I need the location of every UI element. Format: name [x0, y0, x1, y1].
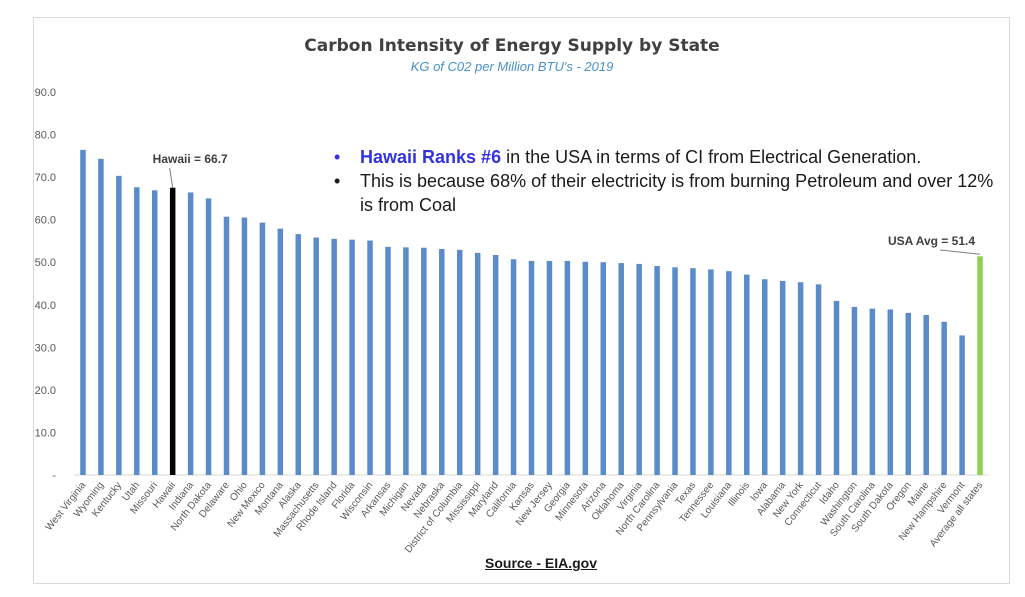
y-tick-label: 60.0 — [35, 215, 56, 227]
y-tick-label: 80.0 — [35, 130, 56, 142]
callout-label: USA Avg = 51.4 — [888, 234, 975, 248]
annotations: Hawaii = 66.7 USA Avg = 51.4 — [153, 152, 981, 255]
bar — [815, 284, 822, 475]
bar — [618, 263, 624, 475]
bar — [241, 217, 248, 476]
note-text-2: This is because 68% of their electricity… — [360, 171, 994, 215]
bar — [116, 175, 122, 475]
y-tick-label: 30.0 — [35, 342, 56, 354]
bar — [582, 261, 589, 475]
bar — [977, 256, 983, 475]
bar — [636, 263, 642, 475]
bar — [98, 158, 104, 475]
bar — [672, 267, 678, 475]
bar — [134, 187, 140, 475]
note-box: • Hawaii Ranks #6 in the USA in terms of… — [334, 145, 994, 217]
note-bullet-2: • This is because 68% of their electrici… — [334, 169, 994, 217]
note-bullet-1: • Hawaii Ranks #6 in the USA in terms of… — [334, 145, 994, 169]
bullet-dot-icon: • — [334, 147, 341, 167]
bar — [726, 271, 732, 475]
bar — [869, 308, 876, 475]
callout-leader — [169, 167, 174, 188]
bar — [80, 149, 86, 475]
bar — [349, 239, 355, 475]
bar — [474, 252, 481, 475]
bar — [223, 216, 230, 475]
bar — [187, 192, 194, 476]
bar — [923, 314, 929, 475]
bar — [367, 240, 373, 475]
bar — [797, 282, 804, 475]
y-tick-label: 20.0 — [35, 385, 56, 397]
y-tick-label: 90.0 — [35, 87, 56, 99]
bar — [744, 274, 750, 475]
chart-frame: Carbon Intensity of Energy Supply by Sta… — [33, 17, 1010, 584]
chart: Carbon Intensity of Energy Supply by Sta… — [35, 36, 989, 555]
chart-subtitle: KG of C02 per Million BTU's - 2019 — [411, 59, 614, 74]
bar — [492, 254, 499, 475]
bar — [277, 228, 284, 475]
callout-label: Hawaii = 66.7 — [153, 152, 228, 166]
bar — [510, 259, 517, 475]
bar — [851, 306, 858, 475]
bar — [833, 300, 840, 475]
bar — [708, 269, 714, 475]
y-tick-label: - — [52, 470, 56, 482]
bar — [887, 309, 894, 475]
bar — [295, 234, 302, 475]
callout-leader — [939, 249, 981, 255]
y-tick-label: 40.0 — [35, 300, 56, 312]
bar — [205, 198, 212, 475]
bar — [403, 247, 409, 475]
bar — [959, 335, 965, 475]
bar — [941, 321, 947, 475]
y-tick-label: 10.0 — [35, 427, 56, 439]
bar — [905, 312, 912, 475]
bullet-dot-icon: • — [334, 171, 341, 191]
bar — [528, 260, 535, 475]
bar — [421, 247, 427, 475]
x-axis: West VirginiaWyomingKentuckyUtahMissouri… — [44, 479, 986, 555]
note-highlight: Hawaii Ranks #6 — [360, 147, 502, 167]
bar — [259, 222, 266, 475]
bar — [331, 238, 337, 475]
bar — [456, 249, 463, 475]
bar — [169, 187, 176, 475]
bar — [439, 249, 445, 475]
bar — [779, 280, 786, 475]
y-tick-label: 70.0 — [35, 172, 56, 184]
bar — [313, 237, 319, 475]
bar — [761, 279, 768, 475]
bar — [151, 190, 158, 475]
y-tick-label: 50.0 — [35, 257, 56, 269]
bar — [546, 260, 553, 475]
bar-series — [80, 149, 983, 476]
source-link[interactable]: Source - EIA.gov — [485, 555, 598, 571]
bar — [564, 260, 571, 475]
bar — [690, 268, 696, 475]
bar — [600, 262, 607, 475]
chart-title: Carbon Intensity of Energy Supply by Sta… — [304, 36, 719, 56]
bar — [385, 246, 391, 475]
note-text-1: in the USA in terms of CI from Electrica… — [501, 147, 922, 167]
bar — [654, 266, 660, 475]
